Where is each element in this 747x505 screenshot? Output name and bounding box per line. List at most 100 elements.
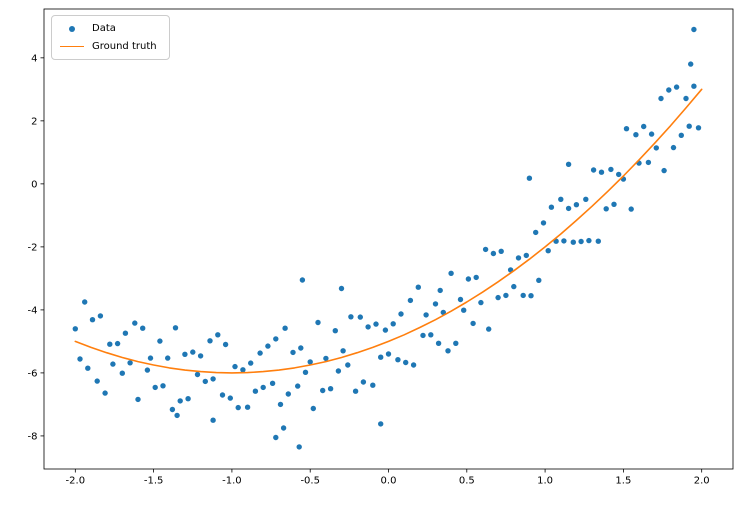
y-tick-label: -2 bbox=[28, 242, 38, 253]
data-point bbox=[357, 314, 363, 320]
data-point bbox=[269, 380, 276, 386]
data-point bbox=[277, 401, 284, 408]
data-point bbox=[515, 255, 522, 261]
legend-handle-ground-truth bbox=[60, 46, 84, 47]
data-point bbox=[85, 365, 91, 371]
data-point bbox=[202, 378, 208, 385]
data-point bbox=[440, 309, 446, 316]
data-point bbox=[323, 355, 329, 362]
legend: Data Ground truth bbox=[51, 15, 170, 60]
data-point bbox=[327, 386, 334, 392]
data-point bbox=[691, 26, 697, 33]
data-point bbox=[410, 362, 417, 368]
data-point bbox=[658, 95, 664, 102]
data-point bbox=[119, 370, 126, 376]
data-point bbox=[207, 338, 213, 344]
data-point bbox=[486, 326, 492, 332]
data-point bbox=[608, 166, 614, 173]
data-point bbox=[528, 293, 534, 299]
y-tick-label: 4 bbox=[31, 53, 37, 64]
data-point bbox=[448, 270, 454, 276]
data-point bbox=[295, 383, 301, 389]
data-point bbox=[282, 325, 288, 331]
data-point bbox=[598, 169, 605, 175]
data-point bbox=[102, 390, 108, 396]
y-tick-label: -4 bbox=[28, 305, 38, 316]
data-point bbox=[265, 343, 271, 349]
data-point bbox=[403, 359, 409, 366]
data-point bbox=[578, 238, 584, 245]
data-point bbox=[222, 341, 229, 348]
data-point bbox=[280, 425, 287, 431]
data-point bbox=[540, 220, 547, 226]
data-point bbox=[378, 421, 384, 427]
data-point bbox=[302, 369, 309, 375]
data-point bbox=[470, 320, 476, 327]
x-tick-label: -0.5 bbox=[300, 476, 320, 487]
data-point bbox=[97, 313, 104, 319]
data-point bbox=[545, 248, 551, 254]
data-point bbox=[536, 277, 542, 283]
x-tick-label: -2.0 bbox=[66, 476, 86, 487]
data-point bbox=[465, 276, 472, 282]
data-point bbox=[315, 319, 321, 326]
data-point bbox=[360, 379, 367, 385]
data-point bbox=[114, 340, 121, 347]
data-point bbox=[570, 239, 576, 245]
data-point bbox=[558, 196, 564, 202]
data-point bbox=[235, 404, 241, 411]
data-point bbox=[296, 444, 302, 450]
scatter-marker-icon bbox=[69, 25, 75, 32]
data-point bbox=[548, 204, 555, 210]
data-point bbox=[240, 367, 246, 373]
data-point bbox=[185, 396, 191, 402]
data-point bbox=[415, 284, 421, 290]
data-point bbox=[210, 376, 216, 382]
data-point bbox=[122, 330, 129, 336]
data-point bbox=[453, 340, 459, 346]
data-point bbox=[595, 238, 601, 244]
data-point bbox=[338, 285, 345, 292]
data-point bbox=[461, 307, 467, 313]
data-point bbox=[688, 61, 694, 67]
data-point bbox=[498, 248, 504, 254]
data-point bbox=[641, 123, 647, 130]
x-tick-label: 1.0 bbox=[537, 476, 553, 487]
legend-item-ground-truth: Ground truth bbox=[60, 40, 157, 53]
data-point bbox=[152, 384, 158, 391]
data-point bbox=[511, 283, 517, 290]
data-point bbox=[174, 412, 180, 419]
data-point bbox=[290, 349, 296, 356]
data-point bbox=[523, 252, 529, 259]
data-point bbox=[691, 83, 697, 89]
data-point bbox=[533, 229, 539, 236]
data-point bbox=[586, 237, 592, 244]
data-point bbox=[445, 348, 451, 354]
data-point bbox=[160, 383, 166, 389]
data-point bbox=[478, 299, 484, 306]
data-point bbox=[94, 378, 100, 384]
x-tick-label: 1.5 bbox=[615, 476, 631, 487]
data-point bbox=[89, 317, 96, 323]
data-point bbox=[490, 250, 497, 257]
data-point bbox=[473, 274, 479, 281]
data-point bbox=[365, 324, 371, 330]
data-point bbox=[273, 434, 279, 441]
data-point bbox=[573, 202, 580, 208]
legend-handle-data bbox=[60, 25, 84, 32]
data-point bbox=[695, 125, 702, 131]
data-point bbox=[603, 206, 609, 212]
data-point bbox=[352, 388, 359, 394]
data-point bbox=[340, 348, 346, 354]
data-point bbox=[503, 292, 509, 299]
legend-item-data: Data bbox=[60, 22, 157, 35]
data-point bbox=[320, 387, 326, 394]
data-point bbox=[666, 87, 672, 93]
legend-label-data: Data bbox=[92, 23, 116, 34]
data-point bbox=[140, 325, 146, 331]
line-marker-icon bbox=[60, 46, 84, 47]
data-point bbox=[232, 363, 238, 370]
data-point bbox=[437, 287, 443, 294]
data-point bbox=[673, 84, 680, 90]
